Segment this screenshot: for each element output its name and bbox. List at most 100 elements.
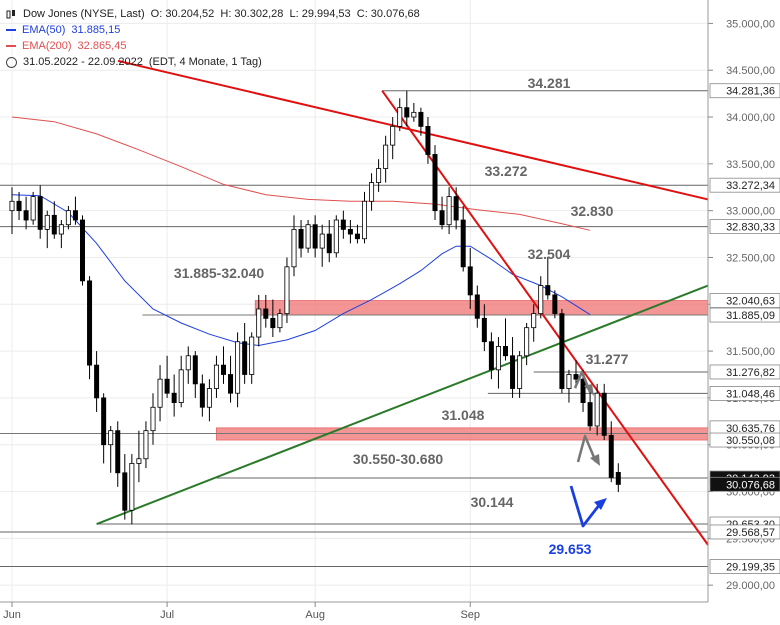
candle-body: [58, 224, 64, 235]
candle-body: [467, 266, 473, 296]
candle-body: [115, 430, 121, 474]
candle-body: [361, 200, 367, 240]
candle-body: [333, 219, 339, 254]
candle-body: [284, 266, 290, 315]
candle-body: [9, 200, 15, 212]
candle-body: [65, 210, 71, 226]
y-tick-label: 33.500,00: [726, 159, 775, 171]
candle-body: [488, 341, 494, 371]
level-axis-label-box: [709, 524, 780, 540]
level-axis-label-box: [709, 364, 780, 380]
candle-body: [143, 430, 149, 460]
zone-label: 31.885-32.040: [174, 265, 265, 281]
candle-body: [446, 196, 452, 226]
candle-body: [199, 383, 205, 408]
candle-body: [538, 285, 544, 315]
level-axis-label: 29.568,57: [726, 527, 775, 539]
candle-body: [150, 406, 156, 432]
candle-body: [340, 219, 346, 230]
candle-body: [291, 228, 297, 268]
candle-body: [615, 472, 621, 485]
candle-body: [80, 219, 86, 282]
level-axis-label: 32.830,33: [726, 222, 775, 234]
ohlc-values: O: 30.204,52 H: 30.302,28 L: 29.994,53 C…: [150, 8, 420, 20]
candle-body: [87, 280, 93, 366]
ema50-value: 31.885,15: [71, 24, 121, 36]
level-axis-label: 33.272,34: [726, 180, 775, 192]
level-label: 33.272: [485, 163, 528, 179]
candle-body: [319, 233, 325, 249]
candle-body: [404, 107, 410, 118]
level-label: 34.281: [528, 75, 571, 91]
candle-body: [37, 196, 43, 230]
candle-body: [129, 463, 135, 511]
candle-body: [425, 125, 431, 155]
downtrend-line-steep: [381, 90, 709, 546]
candle-body: [326, 233, 332, 254]
uptrend-line: [96, 284, 709, 525]
candle-body: [453, 196, 459, 221]
candle-body: [566, 374, 572, 389]
candle-body: [474, 294, 480, 319]
gray-arrowhead-lower: [590, 454, 600, 466]
zone-axis-low-label: 30.550,08: [726, 435, 775, 447]
candle-body: [228, 374, 234, 394]
candle-body: [298, 228, 304, 249]
candle-body: [347, 228, 353, 235]
candle-body: [213, 364, 219, 389]
ema200-label: EMA(200): [22, 40, 72, 52]
chart-legend: Dow Jones (NYSE, Last) O: 30.204,52 H: 3…: [6, 6, 420, 70]
candle-body: [411, 111, 417, 118]
legend-ema200-row: EMA(200) 32.865,45: [6, 38, 420, 54]
blue-arrow: [569, 485, 602, 528]
level-label: 29.653: [549, 541, 592, 557]
level-axis-label: 34.281,36: [726, 86, 775, 98]
candle-body: [157, 378, 163, 408]
level-axis-label: 31.048,46: [726, 388, 775, 400]
level-axis-label: 31.276,82: [726, 367, 775, 379]
candle-body: [580, 378, 586, 403]
candle-body: [164, 378, 170, 394]
y-tick-label: 29.000,00: [726, 580, 775, 592]
candle-body: [531, 313, 537, 329]
y-tick-label: 35.000,00: [726, 18, 775, 30]
zone-axis-low-label-box: [709, 307, 780, 323]
range-info: (EDT, 4 Monate, 1 Tag): [148, 56, 262, 68]
candle-body: [510, 355, 516, 389]
candle-body: [397, 107, 403, 127]
candle-body: [312, 224, 318, 249]
level-axis-label-box: [709, 386, 780, 401]
candle-body: [305, 224, 311, 249]
ema50-line: [11, 194, 591, 347]
y-tick-label: 32.500,00: [726, 252, 775, 264]
candle-body: [242, 341, 248, 375]
candle-body: [171, 392, 177, 403]
legend-range-row: 31.05.2022 - 22.09.2022 (EDT, 4 Monate, …: [6, 54, 420, 70]
candle-body: [517, 355, 523, 389]
price-axis: 35.000,00 34.500,00 34.000,00 33.500,00 33.0…: [707, 0, 780, 602]
zone-axis-high-label: 32.040,63: [726, 296, 775, 308]
instrument-name: Dow Jones (NYSE, Last): [23, 8, 145, 20]
projection-arrows: [569, 370, 607, 528]
current-price-label: 30.076,68: [726, 479, 775, 491]
blue-arrowhead: [594, 498, 607, 510]
level-label: 32.504: [528, 246, 571, 262]
candle-body: [354, 233, 360, 240]
candle-body: [545, 285, 551, 296]
candle-body: [277, 313, 283, 329]
y-tick-label: 34.500,00: [726, 65, 775, 77]
time-axis: Jun Jul Aug Sep: [0, 601, 708, 621]
candlestick-icon: [6, 9, 17, 20]
legend-ema50-row: EMA(50) 31.885,15: [6, 22, 420, 38]
x-tick-label: Aug: [305, 609, 325, 621]
clock-icon: [6, 56, 17, 68]
date-range: 31.05.2022 - 22.09.2022: [23, 56, 143, 68]
zone-axis-high-label: 30.635,76: [726, 423, 775, 435]
candle-body: [101, 397, 107, 446]
candle-body: [587, 402, 593, 427]
candle-body: [439, 210, 445, 226]
candle-body: [185, 355, 191, 371]
candle-body: [481, 317, 487, 343]
level-axis-label-box: [709, 177, 780, 193]
